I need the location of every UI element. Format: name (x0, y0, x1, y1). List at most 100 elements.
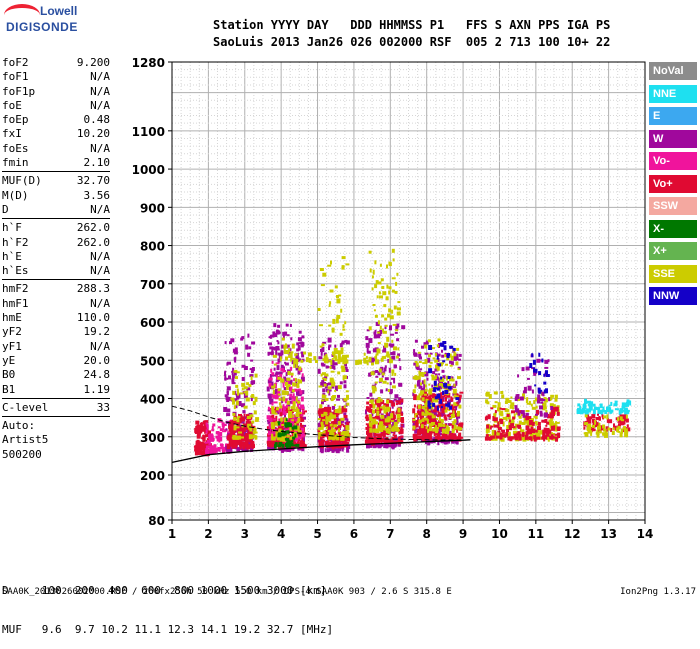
echo-point (345, 340, 350, 345)
echo-point (389, 382, 392, 386)
param-row: M(D) 3.56 (2, 189, 110, 203)
echo-point (300, 414, 304, 417)
echo-point (323, 355, 328, 359)
echo-point (281, 443, 285, 448)
echo-point (438, 363, 442, 367)
echo-point (428, 421, 431, 424)
echo-point (319, 404, 323, 409)
echo-point (371, 419, 375, 425)
echo-point (249, 421, 252, 427)
echo-point (531, 421, 535, 426)
echo-point (219, 432, 223, 436)
echo-point (355, 360, 358, 366)
echo-point (333, 404, 336, 407)
echo-point (294, 423, 297, 427)
echo-point (451, 434, 455, 439)
echo-point (329, 412, 333, 417)
echo-point (285, 356, 288, 361)
param-key: foEs (2, 141, 29, 155)
echo-point (440, 436, 443, 441)
echo-point (345, 359, 349, 364)
echo-point (428, 368, 433, 374)
echo-point (625, 409, 630, 412)
echo-point (454, 395, 459, 399)
echo-point (432, 409, 437, 413)
echo-point (389, 400, 393, 404)
echo-point (421, 411, 425, 416)
echo-point (232, 443, 236, 448)
echo-point (448, 436, 451, 442)
echo-point (250, 370, 254, 374)
echo-point (242, 428, 246, 432)
echo-point (339, 343, 343, 348)
echo-point (629, 400, 632, 406)
echo-point (441, 349, 443, 353)
echo-point (287, 440, 292, 445)
echo-point (279, 436, 283, 442)
echo-point (545, 424, 548, 427)
echo-point (457, 368, 460, 371)
echo-point (528, 420, 533, 425)
echo-point (218, 419, 223, 423)
legend-item: Vo+ (649, 174, 697, 193)
echo-point (616, 428, 620, 433)
echo-point (423, 395, 428, 399)
echo-point (276, 407, 279, 411)
echo-point (497, 430, 501, 433)
muf-table-distance-row: D 100 200 400 600 800 1000 1500 3000 [km… (2, 584, 327, 597)
echo-point (216, 437, 219, 442)
echo-point (426, 418, 429, 424)
echo-point (344, 441, 348, 447)
param-key: foF2 (2, 56, 29, 69)
echo-point (497, 421, 500, 427)
echo-point (239, 419, 241, 424)
echo-point (380, 389, 384, 394)
echo-point (245, 433, 249, 436)
echo-point (533, 435, 537, 440)
echo-point (278, 402, 281, 406)
echo-point (231, 370, 235, 373)
echo-point (422, 417, 426, 420)
echo-point (384, 324, 388, 327)
echo-point (280, 417, 284, 422)
echo-point (246, 387, 251, 391)
echo-point (327, 406, 332, 411)
echo-point (272, 374, 276, 377)
echo-point (428, 413, 433, 418)
echo-point (278, 442, 282, 447)
echo-point (446, 375, 449, 381)
echo-point (321, 443, 325, 449)
echo-point (543, 389, 546, 394)
echo-point (328, 324, 332, 327)
echo-point (374, 359, 379, 365)
echo-point (535, 405, 538, 409)
echo-point (278, 426, 282, 430)
echo-point (215, 435, 220, 439)
echo-point (344, 421, 347, 425)
echo-point (514, 433, 518, 439)
echo-point (236, 447, 240, 452)
echo-point (435, 364, 437, 369)
echo-point (551, 421, 554, 425)
echo-point (428, 430, 433, 435)
echo-point (576, 409, 581, 414)
echo-point (448, 399, 452, 403)
echo-point (272, 394, 276, 399)
echo-point (334, 389, 337, 392)
echo-point (211, 429, 215, 432)
echo-point (400, 398, 404, 403)
echo-point (458, 426, 461, 431)
echo-point (329, 289, 334, 293)
echo-point (453, 383, 456, 387)
echo-point (436, 387, 440, 391)
echo-point (322, 272, 327, 277)
echo-point (531, 353, 534, 358)
echo-point (390, 343, 395, 348)
echo-point (458, 401, 461, 404)
echo-point (438, 416, 441, 422)
param-row: Auto: (2, 419, 110, 433)
echo-point (438, 414, 442, 417)
echo-point (456, 428, 459, 433)
echo-point (599, 404, 603, 409)
echo-point (372, 428, 375, 433)
